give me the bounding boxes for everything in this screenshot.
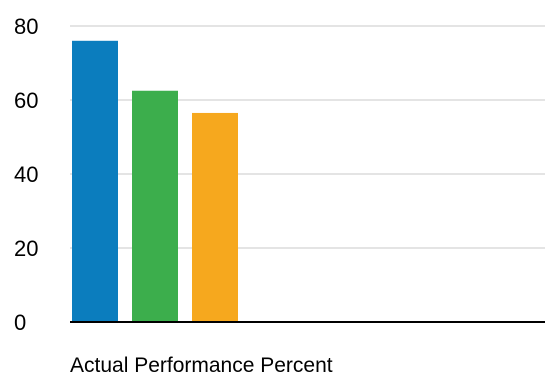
y-tick-label: 80 bbox=[14, 14, 38, 39]
bar bbox=[72, 40, 118, 323]
y-tick-label: 60 bbox=[14, 88, 38, 113]
y-tick-labels: 0 20 40 60 80 bbox=[14, 14, 38, 335]
y-tick-label: 40 bbox=[14, 162, 38, 187]
bar bbox=[192, 112, 238, 322]
y-tick-label: 20 bbox=[14, 236, 38, 261]
x-axis-label: Actual Performance Percent bbox=[70, 354, 333, 377]
y-tick-label: 0 bbox=[14, 310, 26, 335]
bar bbox=[132, 90, 178, 322]
bars bbox=[72, 40, 238, 323]
